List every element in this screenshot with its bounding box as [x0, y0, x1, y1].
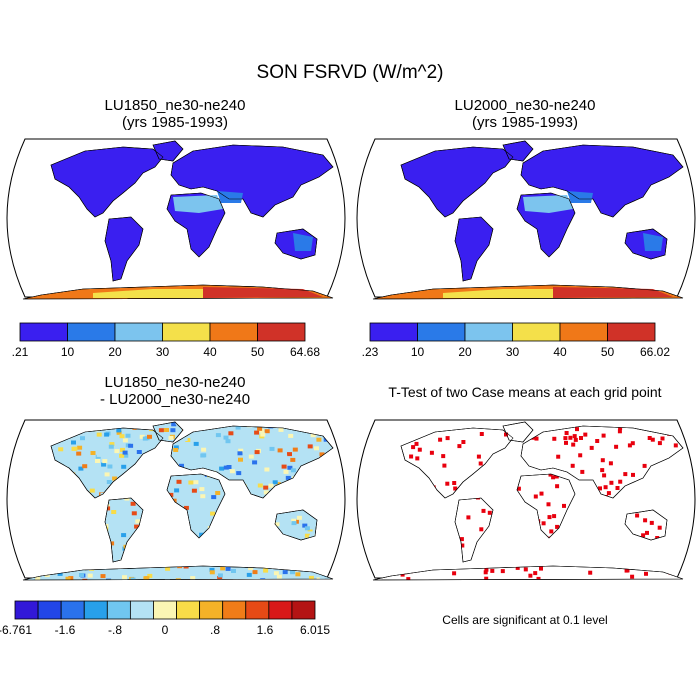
land-greenland — [152, 421, 184, 443]
map-panel-lu2000 — [356, 138, 696, 300]
sahara-band — [523, 191, 663, 251]
figure-title: SON FSRVD (W/m^2) — [256, 62, 444, 83]
colorbar-box — [114, 322, 163, 342]
colorbar-tick-label: 10 — [411, 345, 425, 359]
land-greenland — [502, 140, 534, 162]
land-greenland — [152, 140, 184, 162]
colorbar-tick-label: 30 — [506, 345, 520, 359]
panel-3-title: LU1850_ne30-ne240 - LU2000_ne30-ne240 — [25, 374, 325, 408]
colorbar-tick-label: 30 — [156, 345, 170, 359]
land-north-america — [400, 427, 514, 499]
land-north-america — [50, 146, 164, 218]
colorbar-box — [464, 322, 513, 342]
land-antarctica — [22, 565, 334, 581]
colorbar-box — [257, 322, 306, 342]
land-antarctica — [372, 284, 684, 300]
map-panel-lu1850 — [6, 138, 346, 300]
colorbar-box — [162, 322, 211, 342]
colorbar-tick-label: 64.68 — [290, 345, 320, 359]
colorbar-tick-label: 0 — [162, 623, 169, 637]
colorbar-box — [607, 322, 656, 342]
colorbar-tick-label: 10 — [61, 345, 75, 359]
antarctica-field — [33, 287, 323, 298]
colorbar-box — [199, 600, 224, 620]
colorbar-tick-label: .21 — [12, 345, 29, 359]
colorbar-box — [67, 322, 116, 342]
land-south-america — [104, 216, 144, 282]
colorbar-tick-label: .8 — [210, 623, 220, 637]
panel-2-title: LU2000_ne30-ne240 (yrs 1985-1993) — [375, 97, 675, 131]
colorbar-box — [106, 600, 131, 620]
colorbar-box — [14, 600, 39, 620]
significance-note: Cells are significant at 0.1 level — [442, 613, 608, 627]
land-antarctica — [372, 565, 684, 581]
colorbar-box — [268, 600, 293, 620]
colorbar-tick-label: 20 — [108, 345, 122, 359]
colorbar-tick-label: -6.761 — [0, 623, 32, 637]
colorbar-tick-label: 50 — [601, 345, 615, 359]
colorbar-box — [176, 600, 201, 620]
land-australia — [624, 509, 668, 541]
land-africa — [166, 192, 226, 258]
panel-1-title-line-2: (yrs 1985-1993) — [122, 114, 228, 131]
land-australia — [274, 228, 318, 260]
land-australia — [274, 509, 318, 541]
land-north-america — [400, 146, 514, 218]
land-europe-asia — [170, 425, 334, 499]
colorbar-tick-label: 40 — [203, 345, 217, 359]
land-africa — [516, 473, 576, 539]
panel-3-title-line-1: LU1850_ne30-ne240 — [104, 374, 246, 391]
colorbar-lu1850: .21 10 20 30 40 50 64.68 — [12, 322, 320, 359]
map-panel-difference — [6, 419, 346, 581]
colorbar-box — [512, 322, 561, 342]
colorbar-box — [83, 600, 108, 620]
panel-2-title-line-1: LU2000_ne30-ne240 — [454, 97, 596, 114]
colorbar-box — [245, 600, 270, 620]
colorbar-lu2000: .23 10 20 30 40 50 66.02 — [362, 322, 670, 359]
colorbar-box — [369, 322, 418, 342]
land-south-america — [454, 497, 494, 563]
panel-3-title-line-2: - LU2000_ne30-ne240 — [99, 391, 251, 408]
colorbar-box — [153, 600, 177, 620]
colorbar-tick-label: 20 — [458, 345, 472, 359]
land-north-america — [50, 427, 164, 499]
map-panel-ttest — [356, 419, 696, 581]
colorbar-tick-label: -.8 — [108, 623, 122, 637]
land-africa — [516, 192, 576, 258]
colorbar-box — [559, 322, 608, 342]
colorbar-difference: -6.761 -1.6 -.8 0 .8 1.6 6.015 — [0, 600, 330, 637]
colorbar-box — [37, 600, 62, 620]
colorbar-box — [417, 322, 466, 342]
land-europe-asia — [520, 144, 684, 218]
antarctica-field — [383, 287, 673, 298]
panel-1-title-line-1: LU1850_ne30-ne240 — [104, 97, 246, 114]
colorbar-tick-label: 66.02 — [640, 345, 670, 359]
land-south-america — [454, 216, 494, 282]
panel-2-title-line-2: (yrs 1985-1993) — [472, 114, 578, 131]
land-antarctica — [22, 284, 334, 300]
colorbar-tick-label: 1.6 — [257, 623, 274, 637]
panel-4-title: T-Test of two Case means at each grid po… — [388, 384, 662, 400]
land-south-america — [104, 497, 144, 563]
sahara-band — [173, 191, 313, 251]
colorbar-box — [60, 600, 85, 620]
land-africa — [166, 473, 226, 539]
colorbar-tick-label: 6.015 — [300, 623, 330, 637]
colorbar-box — [129, 600, 154, 620]
colorbar-tick-label: 40 — [553, 345, 567, 359]
panel-1-title: LU1850_ne30-ne240 (yrs 1985-1993) — [25, 97, 325, 131]
colorbar-tick-label: .23 — [362, 345, 379, 359]
land-europe-asia — [520, 425, 684, 499]
land-greenland — [502, 421, 534, 443]
colorbar-box — [222, 600, 247, 620]
land-europe-asia — [170, 144, 334, 218]
colorbar-box — [209, 322, 258, 342]
colorbar-tick-label: -1.6 — [55, 623, 76, 637]
colorbar-box — [19, 322, 68, 342]
land-australia — [624, 228, 668, 260]
colorbar-tick-label: 50 — [251, 345, 265, 359]
colorbar-box — [291, 600, 316, 620]
